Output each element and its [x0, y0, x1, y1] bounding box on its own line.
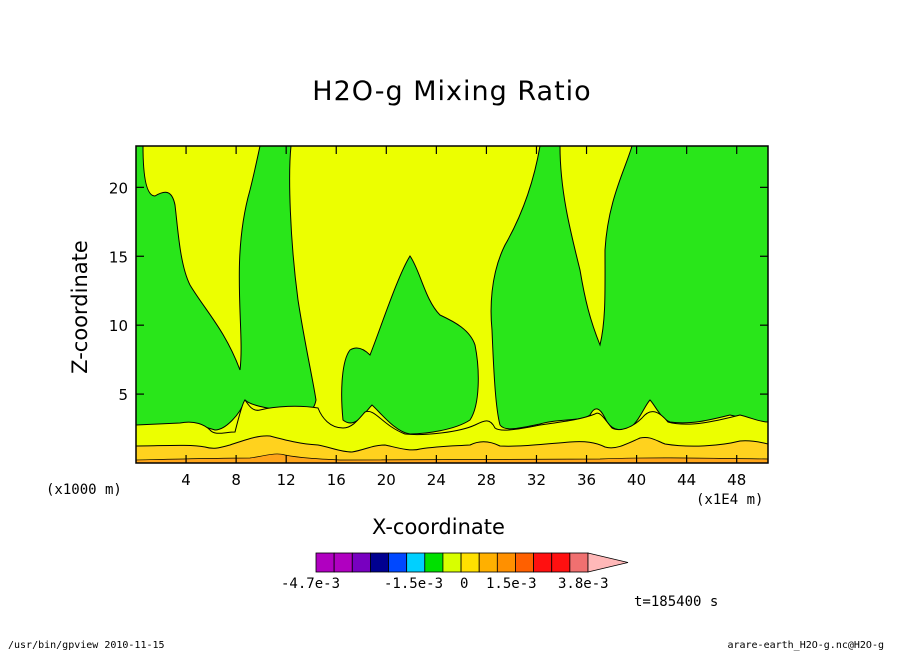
x-tick-label: 12: [277, 471, 296, 489]
plot-frame: [135, 145, 769, 464]
colorbar-label: -1.5e-3: [384, 576, 444, 592]
colorbar-swatch: [333, 552, 353, 573]
y-tick-label: 15: [109, 248, 128, 266]
footer-left: /usr/bin/gpview 2010-11-15: [8, 640, 165, 651]
chart-title: H2O-g Mixing Ratio: [312, 76, 592, 107]
colorbar-swatch: [351, 552, 371, 573]
time-label: t=185400 s: [634, 594, 719, 610]
colorbar-extend-arrow: [587, 552, 629, 573]
x-tick-label: 24: [427, 471, 446, 489]
colorbar-label: 3.8e-3: [558, 576, 609, 592]
colorbar-swatch: [478, 552, 498, 573]
colorbar-swatch: [369, 552, 389, 573]
x-tick-label: 4: [181, 471, 191, 489]
x-tick-label: 16: [327, 471, 346, 489]
y-tick-label: 20: [109, 179, 128, 197]
colorbar-swatch: [533, 552, 553, 573]
colorbar-swatch: [424, 552, 444, 573]
colorbar-swatch: [496, 552, 516, 573]
colorbar-swatch: [551, 552, 571, 573]
y-tick-label: 5: [118, 386, 128, 404]
colorbar-swatch: [388, 552, 408, 573]
x-tick-label: 40: [627, 471, 646, 489]
x-tick-label: 48: [727, 471, 746, 489]
x-unit-left: (x1000 m): [46, 482, 122, 498]
colorbar-swatch: [569, 552, 589, 573]
x-unit-right: (x1E4 m): [696, 492, 764, 508]
colorbar-swatch: [460, 552, 480, 573]
colorbar-label: 1.5e-3: [486, 576, 537, 592]
region-green-center: [341, 255, 479, 435]
footer-right: arare-earth_H2O-g.nc@H2O-g: [727, 640, 884, 651]
y-tick-label: 10: [109, 317, 128, 335]
x-tick-label: 28: [477, 471, 496, 489]
x-tick-label: 20: [377, 471, 396, 489]
y-axis-ticks: 5 10 15 20: [109, 179, 768, 404]
colorbar-swatch: [515, 552, 535, 573]
region-green-right: [490, 146, 768, 431]
x-tick-label: 8: [231, 471, 241, 489]
region-orange-bottom: [136, 453, 768, 463]
colorbar-swatch: [406, 552, 426, 573]
x-axis-label: X-coordinate: [372, 515, 505, 539]
colorbar: [315, 552, 629, 573]
x-tick-label: 32: [527, 471, 546, 489]
colorbar-swatch: [315, 552, 335, 573]
colorbar-swatch: [442, 552, 462, 573]
colorbar-label: -4.7e-3: [281, 576, 341, 592]
colorbar-label: 0: [460, 576, 469, 592]
y-axis-label: Z-coordinate: [68, 240, 92, 374]
x-tick-label: 36: [577, 471, 596, 489]
x-tick-label: 44: [677, 471, 696, 489]
x-axis-ticks: 4 8 12 16 20 24 28 32 36 40 44 48: [181, 146, 746, 489]
